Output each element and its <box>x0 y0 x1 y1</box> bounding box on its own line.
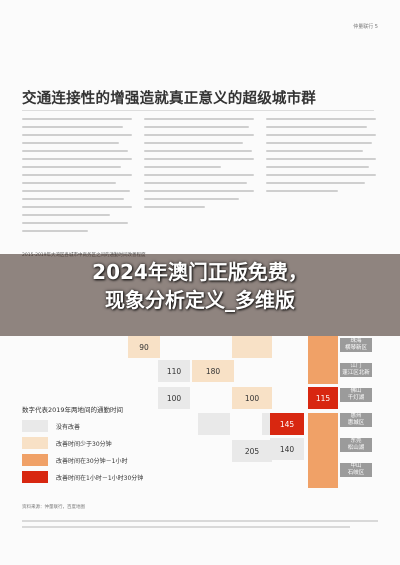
page-title: 交通连接性的增强造就真正意义的超级城市群 <box>22 91 316 107</box>
matrix-cell: 100 <box>232 387 272 409</box>
legend-label: 改善时间在1小时－1小时30分钟 <box>56 474 144 482</box>
matrix-cell: 180 <box>192 360 234 382</box>
city-label: 东莞 松山湖 <box>340 438 372 452</box>
brand-mark: 仲量联行 5 <box>353 24 378 30</box>
body-text-column-2 <box>144 118 254 214</box>
city-label: 江门 蓬江区北新 <box>340 363 372 377</box>
matrix-cell-shade <box>232 336 272 358</box>
matrix-cell-shade <box>308 413 338 488</box>
city-label: 佛山 千灯湖 <box>340 388 372 402</box>
source-note: 资料来源：仲量联行，百度地图 <box>22 505 85 510</box>
legend-swatch <box>22 420 48 432</box>
legend-swatch <box>22 437 48 449</box>
banner-overlay <box>0 254 400 336</box>
legend-label: 没有改善 <box>56 423 81 431</box>
matrix-cell-shade <box>198 413 230 435</box>
city-label: 中山 石岐区 <box>340 463 372 477</box>
matrix-cell: 115 <box>308 387 338 409</box>
banner-line-2: 现象分析定义_多维版 <box>105 288 295 312</box>
body-text-column-3 <box>266 118 376 198</box>
legend-item: 改善时间在1小时－1小时30分钟 <box>22 471 143 483</box>
footnote-text <box>22 520 378 532</box>
matrix-cell-shade <box>308 336 338 384</box>
legend-swatch <box>22 454 48 466</box>
title-divider <box>22 110 374 111</box>
city-label: 惠州 惠城区 <box>340 413 372 427</box>
legend-swatch <box>22 471 48 483</box>
legend-label: 改善时间在30分钟－1小时 <box>56 457 128 465</box>
legend-item: 没有改善 <box>22 420 143 432</box>
headline-banner: 2024年澳门正版免费， 现象分析定义_多维版 <box>0 258 400 314</box>
banner-line-1: 2024年澳门正版免费， <box>92 260 308 284</box>
legend-item: 改善时间少于30分钟 <box>22 437 143 449</box>
matrix-cell: 205 <box>232 440 272 462</box>
matrix-cell: 90 <box>128 336 160 358</box>
legend: 数字代表2019年两地间的通勤时间 没有改善 改善时间少于30分钟 改善时间在3… <box>22 404 143 488</box>
matrix-cell: 145 <box>270 413 304 435</box>
matrix-cell: 110 <box>158 360 190 382</box>
legend-label: 改善时间少于30分钟 <box>56 440 112 448</box>
body-text-column-1 <box>22 118 132 238</box>
matrix-cell: 140 <box>270 438 304 460</box>
legend-title: 数字代表2019年两地间的通勤时间 <box>22 406 124 414</box>
legend-item: 改善时间在30分钟－1小时 <box>22 454 143 466</box>
matrix-cell: 100 <box>158 387 190 409</box>
city-label: 珠海 横琴新区 <box>340 338 372 352</box>
